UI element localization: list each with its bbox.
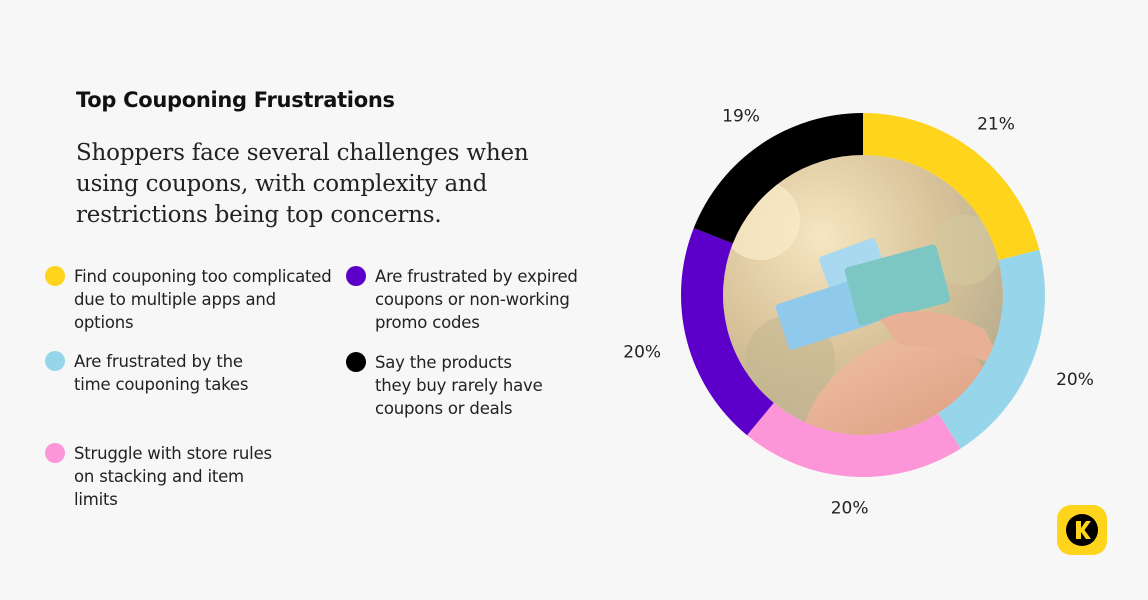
- donut-slice-expired: [681, 228, 774, 436]
- chart-subtitle: Shoppers face several challenges when us…: [76, 140, 529, 228]
- donut-slice-store-rules: [746, 402, 961, 477]
- legend-swatch: [346, 352, 366, 372]
- legend-item-time: Are frustrated by the time couponing tak…: [45, 350, 275, 396]
- percent-labels: 21% 20% 20% 20% 19%: [623, 107, 1094, 519]
- legend-label: Find couponing too complicated due to mu…: [74, 267, 332, 332]
- percent-label-expired: 20%: [623, 343, 661, 363]
- legend-item-complicated: Find couponing too complicated due to mu…: [45, 265, 335, 334]
- percent-label-rarely-coupons: 19%: [722, 107, 760, 127]
- percent-label-complicated: 21%: [977, 115, 1015, 135]
- chart-title: Top Couponing Frustrations: [76, 88, 395, 112]
- legend-label: Say the products they buy rarely have co…: [375, 353, 543, 418]
- legend-swatch: [45, 351, 65, 371]
- legend-item-rarely-coupons: Say the products they buy rarely have co…: [346, 351, 546, 420]
- legend-swatch: [45, 266, 65, 286]
- percent-label-store-rules: 20%: [831, 499, 869, 519]
- k-logo-icon: [1066, 514, 1098, 546]
- percent-label-time: 20%: [1056, 370, 1094, 390]
- donut-slice-complicated: [863, 113, 1040, 261]
- legend-label: Struggle with store rules on stacking an…: [74, 444, 272, 509]
- legend-label: Are frustrated by the time couponing tak…: [74, 352, 249, 394]
- legend-label: Are frustrated by expired coupons or non…: [375, 267, 578, 332]
- legend-item-store-rules: Struggle with store rules on stacking an…: [45, 442, 285, 511]
- donut-ring: [681, 112, 1045, 477]
- legend-swatch: [45, 443, 65, 463]
- brand-logo: [1057, 505, 1107, 555]
- legend-swatch: [346, 266, 366, 286]
- coupon-photo: [723, 155, 1003, 435]
- donut-slice-time: [938, 249, 1045, 449]
- donut-slice-rarely-coupons: [693, 112, 863, 244]
- legend-item-expired: Are frustrated by expired coupons or non…: [346, 265, 616, 334]
